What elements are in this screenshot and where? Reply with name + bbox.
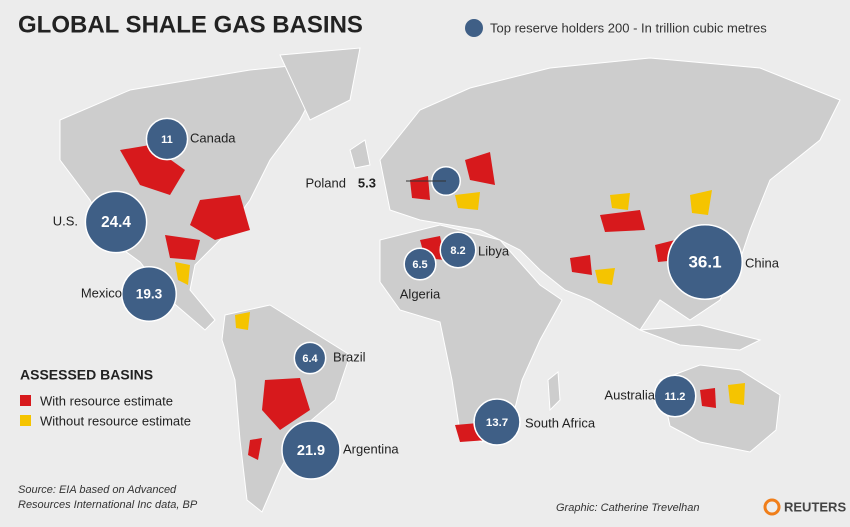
reserve-value: 8.2 [450, 245, 465, 257]
legend-dot [465, 19, 483, 37]
logo-icon [763, 498, 781, 516]
legend-text: Top reserve holders 200 - In trillion cu… [490, 20, 767, 35]
reserve-value: 13.7 [486, 417, 508, 429]
reserve-value: 24.4 [101, 214, 131, 231]
reserve-bubble [293, 341, 327, 375]
legend-title: ASSESSED BASINS [20, 367, 153, 383]
legend-label: With resource estimate [40, 393, 173, 408]
country-label: U.S. [53, 213, 78, 228]
reserve-value: 36.1 [688, 252, 721, 271]
reserve-bubble [666, 223, 744, 301]
reserve-bubble [473, 398, 521, 446]
reserve-value: 5.3 [358, 175, 376, 190]
reserve-value: 21.9 [297, 443, 325, 459]
legend-swatch [20, 415, 31, 426]
reserve-bubble [653, 374, 697, 418]
reserve-bubble [121, 266, 177, 322]
country-label: Argentina [343, 441, 399, 456]
country-label: South Africa [525, 415, 596, 430]
legend-label: Without resource estimate [40, 413, 191, 428]
logo: REUTERS [784, 499, 846, 514]
country-label: Poland [306, 175, 346, 190]
country-label: Australia [604, 387, 655, 402]
legend-swatch [20, 395, 31, 406]
reserve-value: 19.3 [136, 287, 163, 302]
source: Source: EIA based on Advanced [18, 484, 177, 496]
credit: Graphic: Catherine Trevelhan [556, 502, 699, 514]
reserve-bubble [439, 231, 477, 269]
source: Resources International Inc data, BP [18, 499, 198, 511]
country-label: Libya [478, 243, 510, 258]
country-label: Mexico [81, 285, 122, 300]
reserve-bubble [145, 117, 189, 161]
title: GLOBAL SHALE GAS BASINS [18, 11, 363, 38]
reserve-value: 6.5 [412, 259, 427, 271]
reserve-value: 11.2 [665, 391, 686, 403]
reserve-value: 11 [161, 134, 173, 146]
country-label: Brazil [333, 349, 366, 364]
country-label: Canada [190, 130, 236, 145]
reserve-bubble [84, 190, 148, 254]
reserve-bubble [281, 420, 341, 480]
country-label: China [745, 255, 780, 270]
reserve-value: 6.4 [302, 353, 318, 365]
country-label: Algeria [400, 286, 441, 301]
reserve-bubble [403, 247, 437, 281]
